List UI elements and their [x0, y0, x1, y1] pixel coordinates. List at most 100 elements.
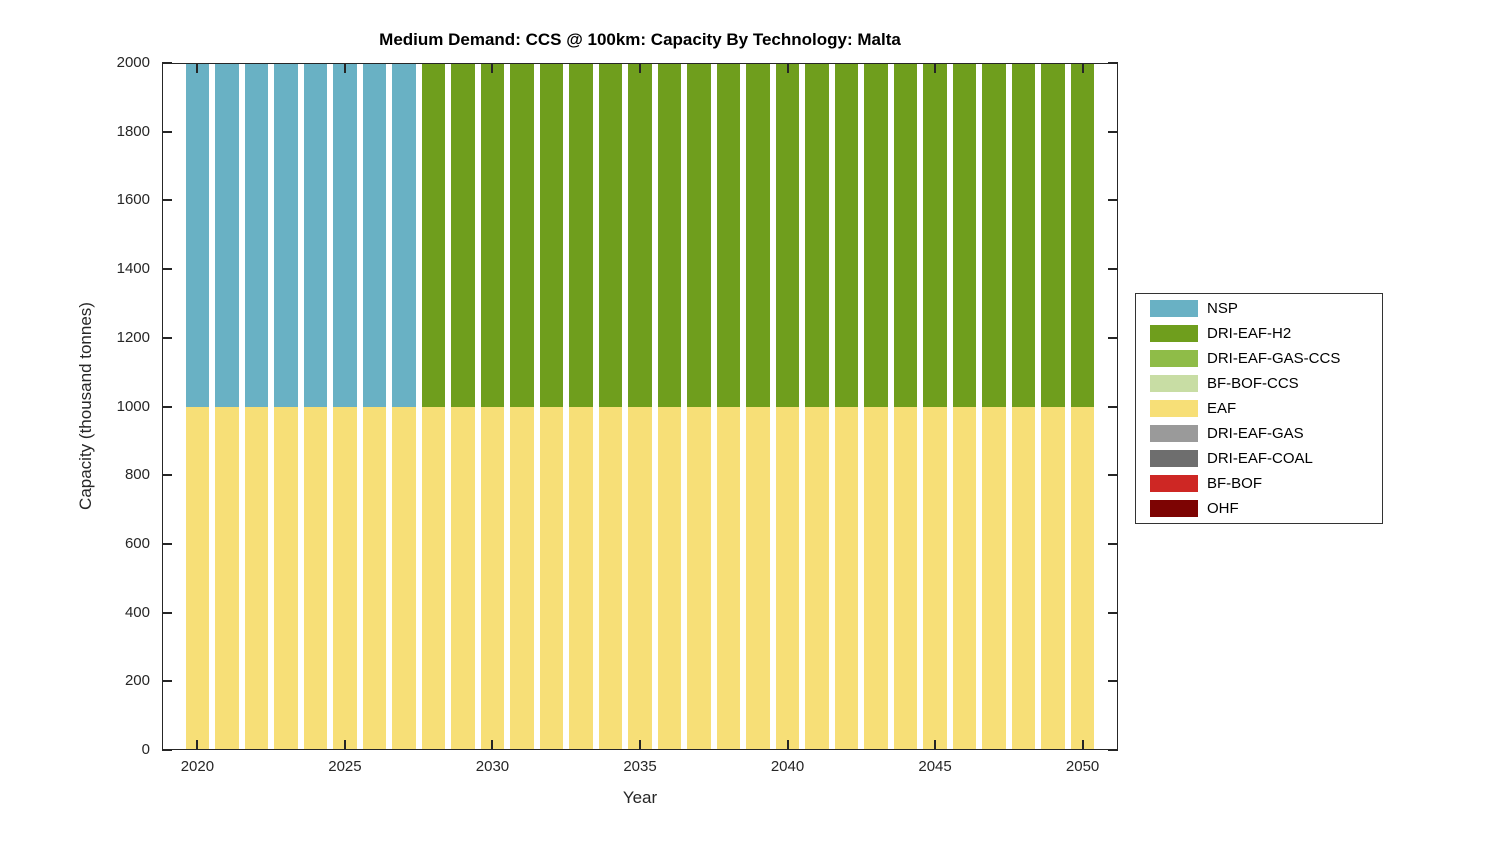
y-tick-label: 0 [141, 741, 150, 758]
legend-label: DRI-EAF-GAS-CCS [1207, 350, 1341, 367]
legend-swatch [1150, 400, 1198, 417]
legend-swatch [1150, 300, 1198, 317]
bar-segment [362, 63, 387, 407]
bar-segment [333, 63, 357, 407]
bar-segment [274, 63, 298, 407]
bar-segment [362, 406, 387, 750]
y-axis-tick-right [1108, 611, 1118, 614]
bar-segment [539, 406, 564, 750]
bar-segment [746, 63, 770, 407]
x-tick-label: 2020 [180, 758, 215, 775]
legend-label: DRI-EAF-GAS [1207, 425, 1304, 442]
y-axis-tick-right [1108, 474, 1118, 477]
bar-segment [687, 63, 711, 407]
legend-label: BF-BOF-CCS [1207, 375, 1299, 392]
bar-segment [1041, 63, 1065, 407]
y-tick-label: 200 [124, 672, 150, 690]
x-tick-label: 2040 [770, 758, 805, 775]
legend-swatch [1150, 500, 1198, 517]
bar-segment [185, 406, 210, 750]
legend-swatch [1150, 475, 1198, 492]
legend-item: DRI-EAF-H2 [1136, 321, 1382, 346]
legend-item: DRI-EAF-GAS-CCS [1136, 346, 1382, 371]
legend: NSP DRI-EAF-H2 DRI-EAF-GAS-CCS BF-BOF-CCS EA… [1135, 293, 1383, 524]
bar-segment [598, 63, 623, 407]
bar-segment [333, 406, 357, 750]
y-axis-tick [162, 62, 172, 64]
bar-segment [628, 406, 652, 750]
bar-segment [451, 406, 475, 750]
bar-segment [775, 63, 800, 407]
bar-segment [952, 406, 977, 750]
legend-swatch [1150, 350, 1198, 367]
bar-segment [421, 63, 446, 407]
legend-label: DRI-EAF-H2 [1207, 325, 1292, 342]
bar-segment [628, 63, 652, 407]
y-tick-label: 400 [124, 603, 150, 621]
y-tick-label: 1200 [116, 328, 150, 346]
legend-item: BF-BOF-CCS [1136, 371, 1382, 396]
y-tick-label: 1400 [116, 260, 150, 278]
x-tick-label: 2035 [623, 758, 657, 775]
y-axis-tick [162, 611, 172, 614]
y-axis-tick [162, 542, 172, 545]
bar-segment [657, 63, 682, 407]
bar-segment [1011, 63, 1036, 407]
bar-segment [982, 406, 1006, 750]
chart-title: Medium Demand: CCS @ 100km: Capacity By … [379, 30, 901, 49]
legend-label: OHF [1207, 500, 1239, 517]
y-tick-label: 1000 [116, 397, 150, 415]
bar-segment [805, 406, 829, 750]
y-tick-label: 1800 [116, 122, 150, 140]
bar-segment [982, 63, 1006, 407]
y-tick-label: 2000 [116, 54, 150, 71]
bar-segment [834, 406, 859, 750]
x-tick-label: 2050 [1065, 758, 1100, 775]
y-axis-tick [162, 680, 172, 683]
bar-segment [185, 63, 210, 407]
y-axis-tick-right [1108, 268, 1118, 271]
x-tick-label: 2025 [328, 758, 362, 775]
bar-segment [274, 406, 298, 750]
legend-swatch [1150, 375, 1198, 392]
bar-segment [834, 63, 859, 407]
bar-segment [480, 406, 505, 750]
legend-item: DRI-EAF-GAS [1136, 421, 1382, 446]
legend-label: EAF [1207, 400, 1237, 417]
bar-segment [657, 406, 682, 750]
bar-segment [303, 406, 328, 750]
y-axis-tick-right [1108, 405, 1118, 408]
bar-segment [1041, 406, 1065, 750]
y-axis-label: Capacity (thousand tonnes) [76, 302, 95, 510]
legend-item: DRI-EAF-COAL [1136, 446, 1382, 471]
y-axis-tick-right [1108, 680, 1118, 683]
legend-item: BF-BOF [1136, 471, 1382, 496]
bar-segment [893, 63, 918, 407]
y-axis-tick-right [1108, 130, 1118, 133]
bar-segment [510, 63, 534, 407]
legend-item: OHF [1136, 496, 1382, 521]
bar-segment [687, 406, 711, 750]
y-tick-label: 600 [124, 534, 150, 552]
legend-swatch [1150, 425, 1198, 442]
bar-segment [598, 406, 623, 750]
bar-segment [569, 63, 593, 407]
y-axis-tick [162, 199, 172, 202]
legend-label: DRI-EAF-COAL [1207, 450, 1313, 467]
bar-segment [569, 406, 593, 750]
bar-segment [1070, 406, 1095, 750]
bar-segment [1070, 63, 1095, 407]
y-axis-tick-right [1108, 542, 1118, 545]
x-tick-label: 2045 [918, 758, 952, 775]
bar-segment [864, 406, 888, 750]
y-axis-tick-right [1108, 336, 1118, 339]
bar-segment [746, 406, 770, 750]
bar-segment [539, 63, 564, 407]
y-axis-tick [162, 130, 172, 133]
bar-segment [244, 63, 269, 407]
bar-segment [952, 63, 977, 407]
bar-segment [864, 63, 888, 407]
bar-segment [392, 406, 416, 750]
y-axis-tick [162, 405, 172, 408]
